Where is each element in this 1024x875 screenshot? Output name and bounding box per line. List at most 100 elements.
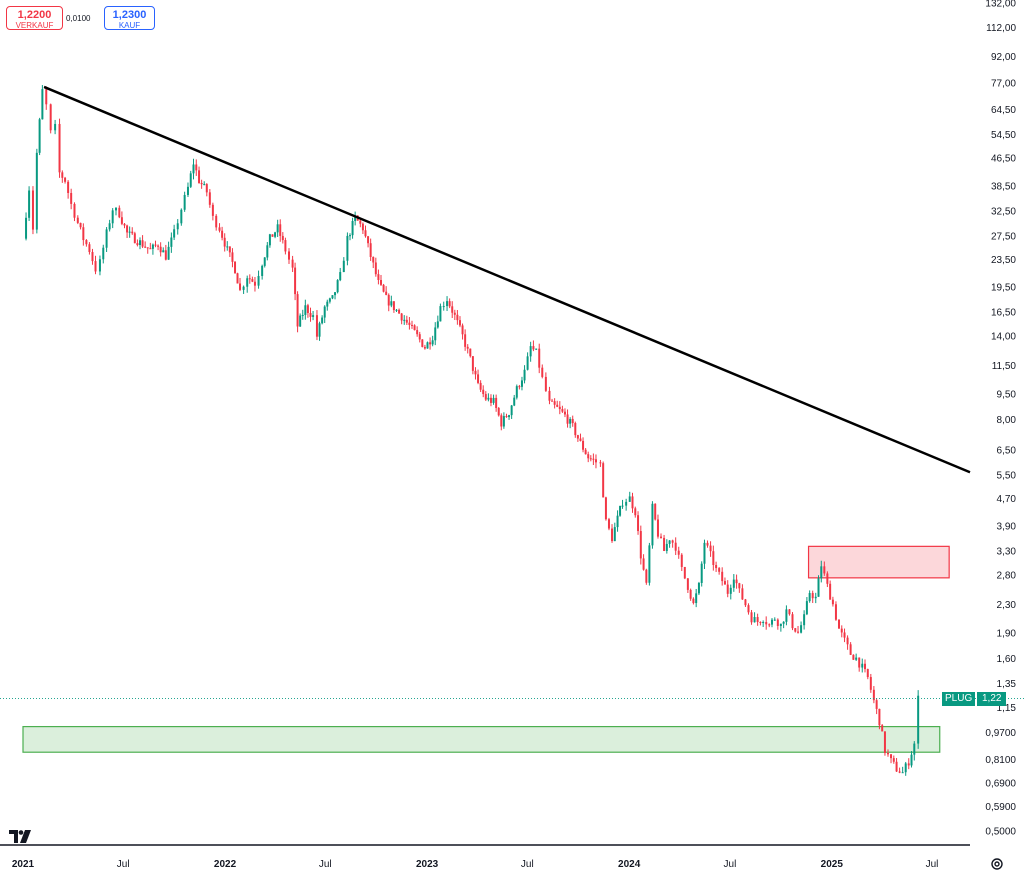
candle-body	[492, 397, 495, 403]
candle-body	[73, 203, 76, 218]
candle-body	[431, 340, 434, 345]
candle-body	[180, 209, 183, 224]
candle-body	[118, 207, 121, 218]
candle-body	[587, 454, 590, 459]
candle-body	[379, 279, 382, 285]
buy-button[interactable]: 1,2300 KAUF	[104, 6, 155, 30]
candle-body	[228, 246, 231, 253]
candle-body	[505, 416, 508, 418]
candle-body	[538, 348, 541, 368]
candle-body	[91, 252, 94, 262]
candle-body	[674, 542, 677, 551]
candle-body	[442, 306, 445, 308]
candle-body	[753, 617, 756, 623]
candle-body	[268, 234, 271, 246]
candle-body	[374, 262, 377, 275]
candle-body	[408, 322, 411, 325]
candle-body	[274, 232, 277, 237]
candle-body	[236, 273, 239, 284]
candle-body	[296, 294, 299, 327]
candle-body	[613, 527, 616, 542]
candle-body	[826, 573, 829, 584]
candle-body	[502, 416, 505, 427]
candle-body	[831, 599, 834, 605]
overlays-layer	[0, 85, 1024, 699]
y-tick-label: 3,90	[997, 521, 1017, 532]
candle-body	[706, 542, 709, 546]
candle-body	[242, 286, 245, 290]
candle-body	[660, 536, 663, 538]
candle-body	[855, 657, 858, 660]
candle-body	[484, 394, 487, 400]
candle-body	[898, 771, 901, 773]
candle-body	[200, 182, 203, 185]
candle-body	[869, 677, 872, 690]
candle-body	[866, 669, 869, 678]
x-tick-label: Jul	[319, 859, 332, 870]
candle-body	[500, 415, 503, 427]
candle-body	[263, 257, 266, 266]
candle-body	[723, 581, 726, 585]
candle-body	[170, 237, 173, 247]
candle-body	[861, 663, 864, 668]
candle-body	[571, 418, 574, 424]
sell-button[interactable]: 1,2200 VERKAUF	[6, 6, 63, 30]
candle-body	[759, 621, 762, 623]
candle-body	[306, 305, 309, 313]
candle-body	[569, 418, 572, 424]
candle-body	[553, 401, 556, 405]
candle-body	[186, 186, 189, 195]
candle-body	[890, 754, 893, 759]
x-tick-label: Jul	[926, 859, 939, 870]
candle-body	[837, 619, 840, 629]
candle-body	[529, 346, 532, 357]
candle-body	[709, 545, 712, 552]
candle-body	[594, 459, 597, 463]
y-tick-label: 77,00	[991, 79, 1016, 90]
candle-body	[680, 554, 683, 567]
candle-body	[164, 250, 167, 260]
candle-body	[54, 123, 57, 131]
candle-body	[108, 223, 111, 230]
candle-body	[223, 237, 226, 247]
candle-body	[31, 190, 34, 230]
candle-body	[820, 566, 823, 579]
sell-price: 1,2200	[17, 9, 52, 21]
candle-body	[448, 301, 451, 307]
price-axis[interactable]: 132,00 112,00 92,00 77,00 64,50 54,50 46,50 38,…	[985, 0, 1016, 838]
candle-body	[339, 272, 342, 281]
candle-body	[738, 583, 741, 589]
candle-body	[823, 566, 826, 574]
tradingview-logo-icon[interactable]	[9, 830, 33, 844]
candle-body	[726, 584, 729, 594]
candle-body	[167, 246, 170, 260]
candle-body	[654, 503, 657, 520]
candle-body	[602, 463, 605, 498]
candle-body	[683, 566, 686, 579]
candle-body	[299, 315, 302, 327]
candle-body	[215, 215, 218, 228]
candle-body	[141, 240, 144, 247]
candle-body	[886, 753, 889, 755]
candle-body	[61, 172, 64, 178]
y-tick-label: 4,70	[997, 494, 1017, 505]
time-axis[interactable]: 2021 Jul 2022 Jul 2023 Jul 2024 Jul 2025 Jul	[0, 844, 970, 870]
buy-label: KAUF	[118, 21, 141, 30]
candle-body	[416, 330, 419, 335]
gear-icon[interactable]	[990, 857, 1004, 871]
candle-body	[41, 89, 44, 120]
candle-body	[477, 374, 480, 383]
candle-body	[94, 261, 97, 272]
candle-body	[518, 386, 521, 388]
candle-body	[221, 230, 224, 238]
candle-body	[910, 754, 913, 766]
candle-body	[558, 406, 561, 410]
candle-body	[328, 298, 331, 302]
candle-body	[561, 409, 564, 412]
candle-body	[904, 763, 907, 773]
candle-body	[487, 397, 490, 400]
candle-body	[195, 164, 198, 171]
candle-body	[318, 323, 321, 337]
candle-body	[131, 231, 134, 234]
